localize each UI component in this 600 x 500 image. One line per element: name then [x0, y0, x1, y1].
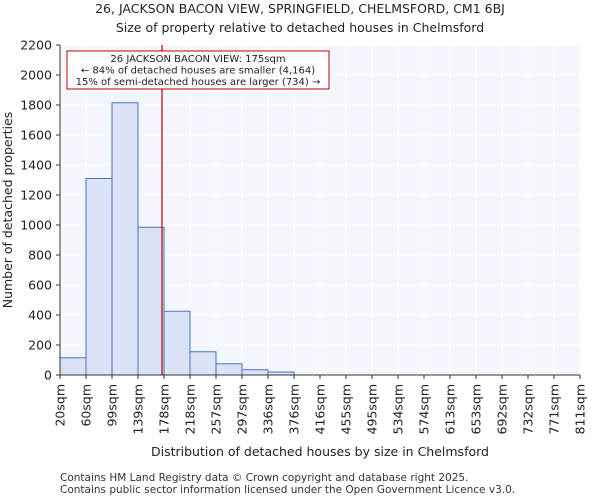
histogram-bar	[163, 310, 191, 376]
x-tick-label: 178sqm	[157, 384, 172, 434]
x-tick-label: 613sqm	[443, 384, 458, 434]
histogram-bar	[85, 178, 113, 376]
y-tick-label: 800	[28, 248, 52, 263]
histogram-bar	[137, 226, 165, 376]
histogram-bar	[189, 351, 217, 376]
x-tick-label: 455sqm	[339, 384, 354, 434]
x-tick-label: 811sqm	[573, 384, 588, 434]
x-axis-label: Distribution of detached houses by size …	[151, 444, 489, 459]
annotation-line-2: ← 84% of detached houses are smaller (4,…	[81, 66, 315, 77]
x-tick-label: 732sqm	[521, 384, 536, 434]
x-tick-label: 139sqm	[131, 384, 146, 434]
annotation-line-3: 15% of semi-detached houses are larger (…	[76, 77, 321, 88]
y-tick-label: 200	[28, 338, 52, 353]
y-tick-label: 400	[28, 308, 52, 323]
y-tick-label: 2000	[20, 68, 52, 83]
y-tick-label: 600	[28, 278, 52, 293]
annotation-box	[66, 50, 330, 90]
x-tick-label: 297sqm	[235, 384, 250, 434]
footer-line-2: Contains public sector information licen…	[60, 484, 516, 496]
y-tick-label: 2200	[20, 38, 52, 53]
y-tick-label: 1200	[20, 188, 52, 203]
x-tick-label: 99sqm	[105, 384, 120, 427]
x-tick-label: 60sqm	[79, 384, 94, 427]
x-tick-label: 376sqm	[287, 384, 302, 434]
x-tick-label: 20sqm	[53, 384, 68, 427]
histogram-bar	[59, 357, 87, 376]
marker-annotation: 26 JACKSON BACON VIEW: 175sqm ← 84% of d…	[66, 50, 330, 90]
histogram-bar	[241, 369, 269, 376]
x-tick-label: 574sqm	[417, 384, 432, 434]
histogram-bar	[111, 102, 139, 376]
y-tick-label: 1400	[20, 158, 52, 173]
y-axis-label: Number of detached properties	[0, 112, 15, 309]
y-tick-label: 1600	[20, 128, 52, 143]
x-tick-label: 257sqm	[209, 384, 224, 434]
chart-title: 26, JACKSON BACON VIEW, SPRINGFIELD, CHE…	[95, 1, 505, 16]
axes: 0 200 400 600 800 1000 1200 1400 1600 1800 2000 220…	[20, 38, 587, 435]
y-tick-label: 1800	[20, 98, 52, 113]
y-tick-label: 0	[44, 368, 52, 383]
x-tick-label: 495sqm	[365, 384, 380, 434]
footer-line-1: Contains HM Land Registry data © Crown c…	[60, 472, 469, 484]
chart-subtitle: Size of property relative to detached ho…	[115, 20, 485, 35]
x-tick-label: 653sqm	[469, 384, 484, 434]
grid	[59, 44, 581, 376]
x-tick-label: 336sqm	[261, 384, 276, 434]
x-tick-label: 534sqm	[391, 384, 406, 434]
y-tick-label: 1000	[20, 218, 52, 233]
bars	[59, 102, 295, 376]
x-tick-label: 416sqm	[313, 384, 328, 434]
x-tick-label: 692sqm	[495, 384, 510, 434]
histogram-bar	[215, 363, 243, 376]
x-tick-label: 771sqm	[547, 384, 562, 434]
annotation-line-1: 26 JACKSON BACON VIEW: 175sqm	[110, 54, 285, 65]
x-tick-label: 218sqm	[183, 384, 198, 434]
